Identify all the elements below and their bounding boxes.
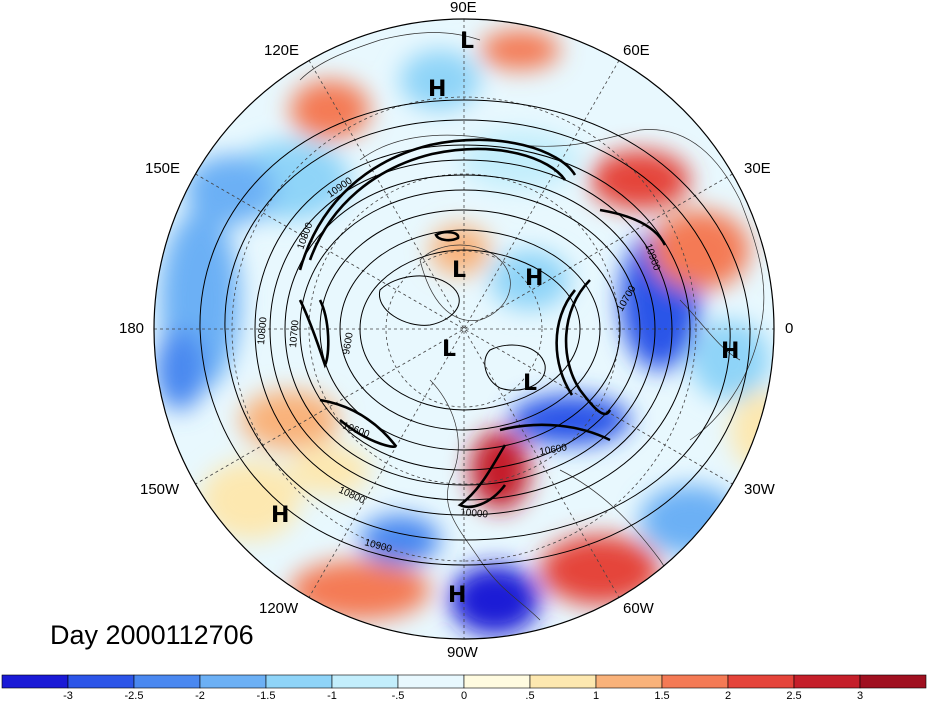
- colorbar-tick-label: .5: [525, 690, 535, 702]
- colorbar-swatch: [265, 674, 333, 689]
- colorbar-swatch: [859, 674, 927, 689]
- lon-label-150w: 150W: [140, 481, 180, 498]
- colorbar-swatch: [67, 674, 135, 689]
- colorbar-tick-label: -1.5: [256, 690, 276, 702]
- colorbar-swatch: [397, 674, 465, 689]
- colorbar-swatch: [661, 674, 729, 689]
- contour-label: 10600: [539, 442, 569, 458]
- lon-label-90w: 90W: [447, 644, 478, 661]
- colorbar-swatch: [331, 674, 399, 689]
- colorbar-swatch: [199, 674, 267, 689]
- lon-label-30e: 30E: [744, 160, 771, 177]
- colorbar-swatch: [793, 674, 861, 689]
- contour-label: 9600: [341, 331, 356, 355]
- map-boundary: [153, 18, 775, 640]
- high-pressure-marker: H: [271, 503, 289, 528]
- lon-label-150e: 150E: [145, 160, 181, 177]
- colorbar-swatch: [595, 674, 663, 689]
- pressure-centers: L H L H L L H H H: [271, 29, 739, 608]
- colorbar-tick-label: -.5: [391, 690, 405, 702]
- colorbar-tick-label: 3: [856, 690, 864, 702]
- colorbar-swatch: [133, 674, 201, 689]
- lon-label-60e: 60E: [623, 42, 650, 59]
- colorbar-tick-label: 1: [592, 690, 600, 702]
- contour-label: 10000: [460, 507, 489, 520]
- colorbar-tick-label: 2: [724, 690, 732, 702]
- colorbar-tick-label: -2: [195, 690, 205, 702]
- lon-label-180: 180: [119, 320, 145, 337]
- lon-label-0: 0: [785, 320, 794, 337]
- high-pressure-marker: H: [428, 77, 446, 102]
- low-pressure-marker: L: [442, 337, 456, 362]
- colorbar-tick-label: -1: [327, 690, 337, 702]
- colorbar: [1, 674, 927, 689]
- lon-label-60w: 60W: [623, 600, 654, 617]
- high-pressure-marker: H: [448, 583, 466, 608]
- colorbar-tick-label: 0: [460, 690, 468, 702]
- low-pressure-marker: L: [460, 29, 474, 54]
- colorbar-tick-label: 2.5: [786, 690, 802, 702]
- lon-label-120e: 120E: [264, 42, 300, 59]
- low-pressure-marker: L: [452, 258, 466, 283]
- colorbar-swatch: [727, 674, 795, 689]
- contour-label: 10700: [288, 319, 301, 348]
- height-contours: [199, 99, 751, 566]
- colorbar-tick-label: -2.5: [124, 690, 144, 702]
- low-pressure-marker: L: [523, 371, 537, 396]
- colorbar-tick-label: -3: [63, 690, 73, 702]
- high-pressure-marker: H: [721, 339, 739, 364]
- anomaly-shading: [154, 19, 774, 639]
- day-label: Day 2000112706: [50, 620, 254, 650]
- contour-label: 10800: [256, 316, 269, 345]
- colorbar-tick-label: 1.5: [654, 690, 670, 702]
- high-pressure-marker: H: [525, 266, 543, 291]
- lon-label-120w: 120W: [259, 600, 299, 617]
- colorbar-swatch: [463, 674, 531, 689]
- colorbar-swatch: [1, 674, 69, 689]
- lon-label-30w: 30W: [744, 481, 775, 498]
- lon-label-90e: 90E: [450, 0, 477, 16]
- colorbar-swatch: [529, 674, 597, 689]
- jet-contours: [298, 138, 667, 509]
